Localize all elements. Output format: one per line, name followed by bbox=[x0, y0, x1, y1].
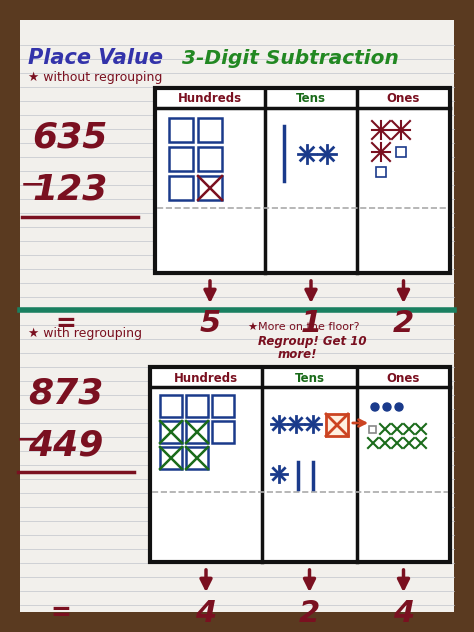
Bar bbox=[212, 421, 234, 443]
Circle shape bbox=[383, 403, 391, 411]
Bar bbox=[370, 425, 376, 432]
Text: =: = bbox=[55, 312, 76, 336]
Bar bbox=[160, 421, 182, 443]
Text: =: = bbox=[50, 601, 71, 625]
Text: ★ without regrouping: ★ without regrouping bbox=[28, 71, 163, 85]
Bar bbox=[326, 414, 348, 436]
Bar bbox=[160, 395, 182, 417]
Bar bbox=[198, 176, 222, 200]
Text: 635: 635 bbox=[32, 121, 108, 155]
Text: Regroup! Get 10: Regroup! Get 10 bbox=[258, 334, 366, 348]
Text: 5: 5 bbox=[200, 310, 220, 339]
Text: Ones: Ones bbox=[387, 92, 420, 106]
Bar bbox=[376, 167, 386, 177]
Circle shape bbox=[395, 403, 403, 411]
Bar bbox=[186, 395, 208, 417]
Bar bbox=[155, 88, 450, 273]
Text: 1: 1 bbox=[301, 310, 322, 339]
Text: −: − bbox=[20, 171, 46, 200]
Bar bbox=[169, 176, 193, 200]
Bar bbox=[150, 367, 450, 562]
Bar bbox=[169, 118, 193, 142]
Text: Tens: Tens bbox=[294, 372, 325, 384]
Text: 123: 123 bbox=[32, 173, 108, 207]
Text: Hundreds: Hundreds bbox=[174, 372, 238, 384]
Bar bbox=[186, 447, 208, 469]
Text: 2: 2 bbox=[299, 599, 320, 628]
Circle shape bbox=[371, 403, 379, 411]
Text: 4: 4 bbox=[195, 599, 217, 628]
Bar bbox=[198, 118, 222, 142]
Text: ★ with regrouping: ★ with regrouping bbox=[28, 327, 142, 339]
Text: Ones: Ones bbox=[387, 372, 420, 384]
Bar bbox=[186, 421, 208, 443]
Bar bbox=[212, 395, 234, 417]
Text: Hundreds: Hundreds bbox=[178, 92, 242, 106]
Text: Place Value: Place Value bbox=[28, 48, 163, 68]
Bar bbox=[169, 147, 193, 171]
Bar bbox=[198, 147, 222, 171]
Text: more!: more! bbox=[278, 348, 318, 362]
Text: 873: 873 bbox=[28, 376, 103, 410]
Text: −: − bbox=[16, 425, 42, 454]
Text: 2: 2 bbox=[393, 310, 414, 339]
Text: 4: 4 bbox=[393, 599, 414, 628]
Text: 449: 449 bbox=[28, 428, 103, 462]
Text: Tens: Tens bbox=[296, 92, 326, 106]
Text: 3-Digit Subtraction: 3-Digit Subtraction bbox=[175, 49, 399, 68]
Text: ★More on the floor?: ★More on the floor? bbox=[248, 322, 359, 332]
Bar bbox=[396, 147, 406, 157]
Bar bbox=[160, 447, 182, 469]
